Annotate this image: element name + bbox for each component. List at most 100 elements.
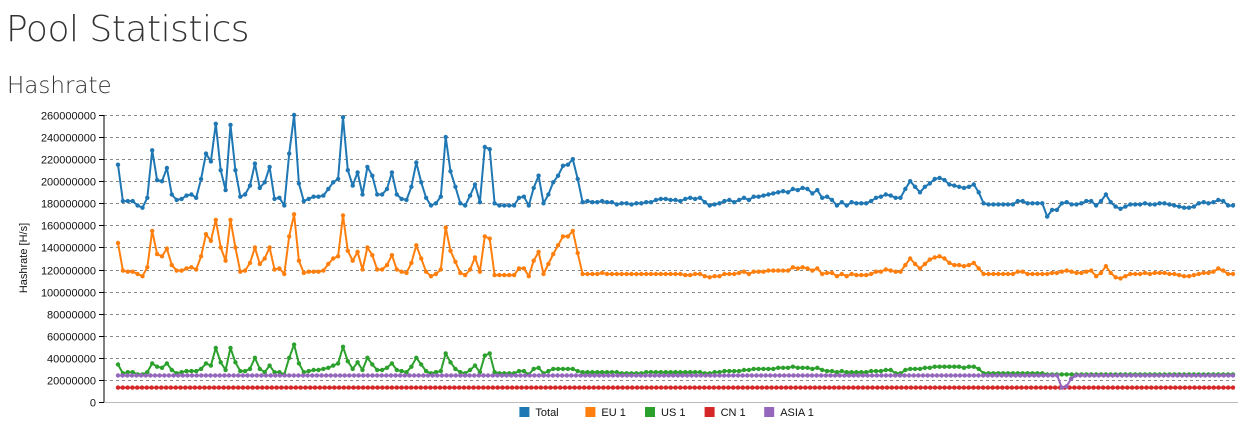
data-point [684,373,690,378]
data-point [803,385,808,390]
data-point [522,373,528,378]
data-point [164,165,170,171]
data-point [678,271,683,277]
data-point [766,192,771,197]
data-point [533,385,539,390]
data-point [805,186,810,192]
data-point [507,272,512,278]
data-point [619,201,624,206]
data-point [1069,202,1074,207]
data-point [918,385,923,390]
legend-item-cn-1[interactable]: CN 1 [704,407,746,419]
data-point [661,373,667,378]
data-point [569,373,574,378]
data-point [673,271,678,277]
data-point [820,195,825,200]
data-point [868,271,874,277]
data-point [430,373,435,378]
data-point [1064,384,1069,389]
data-point [1027,373,1032,378]
data-point [595,370,600,375]
data-point [849,200,854,205]
data-point [856,373,861,378]
data-point [257,261,262,267]
data-point [287,234,292,239]
legend-item-us-1[interactable]: US 1 [645,407,685,419]
data-point [956,364,962,369]
legend-label: CN 1 [721,407,746,419]
data-point [291,212,297,217]
data-point [257,185,262,191]
data-point [658,370,663,375]
data-point [487,147,492,152]
data-point [551,366,556,372]
data-point [976,190,981,195]
legend-item-total[interactable]: Total [519,407,559,419]
data-point [282,271,287,277]
data-point [1192,385,1197,390]
data-point [776,365,781,370]
data-point [741,367,747,373]
data-point [428,203,434,208]
data-point [262,370,267,375]
data-point [839,200,844,205]
data-point [643,373,648,378]
data-point [1015,269,1020,274]
data-point [536,365,541,370]
data-point [393,373,398,378]
data-point [213,217,218,223]
data-point [786,373,792,378]
data-point [228,345,233,351]
data-point [764,385,769,390]
data-point [1139,385,1144,390]
data-point [1086,385,1092,390]
data-point [159,365,165,370]
series-total [115,112,1236,219]
data-point [1156,373,1162,378]
data-point [683,370,688,375]
data-point [340,344,346,349]
data-point [389,385,395,390]
data-point [1001,202,1006,207]
data-point [726,385,731,390]
data-point [1163,385,1168,390]
data-point [575,368,580,374]
data-point [1216,197,1221,203]
data-point [1041,373,1046,378]
data-point [267,245,272,250]
data-point [1211,200,1216,205]
data-point [1069,372,1074,377]
data-point [614,271,619,277]
data-point [183,385,188,390]
data-point [231,385,236,390]
data-point [233,168,238,173]
data-point [790,364,796,369]
data-point [976,385,981,390]
data-point [702,200,707,205]
data-point [1079,270,1084,276]
data-point [419,256,424,261]
data-point [305,373,310,378]
data-point [1064,268,1069,273]
legend-item-eu-1[interactable]: EU 1 [585,407,626,419]
data-point [293,385,298,390]
data-point [779,385,784,390]
data-point [1020,198,1025,204]
data-point [439,373,445,378]
data-point [923,385,928,390]
data-point [834,203,840,208]
legend-item-asia-1[interactable]: ASIA 1 [764,407,814,419]
data-point [555,173,561,178]
data-point [335,176,341,182]
data-point [629,373,634,378]
data-point [259,373,264,378]
data-point [893,195,898,200]
data-point [717,370,722,375]
data-point [668,271,673,277]
data-point [834,370,840,375]
data-point [505,385,510,390]
data-point [314,373,320,378]
data-point [717,201,722,206]
data-point [976,366,981,372]
data-point [932,385,938,390]
